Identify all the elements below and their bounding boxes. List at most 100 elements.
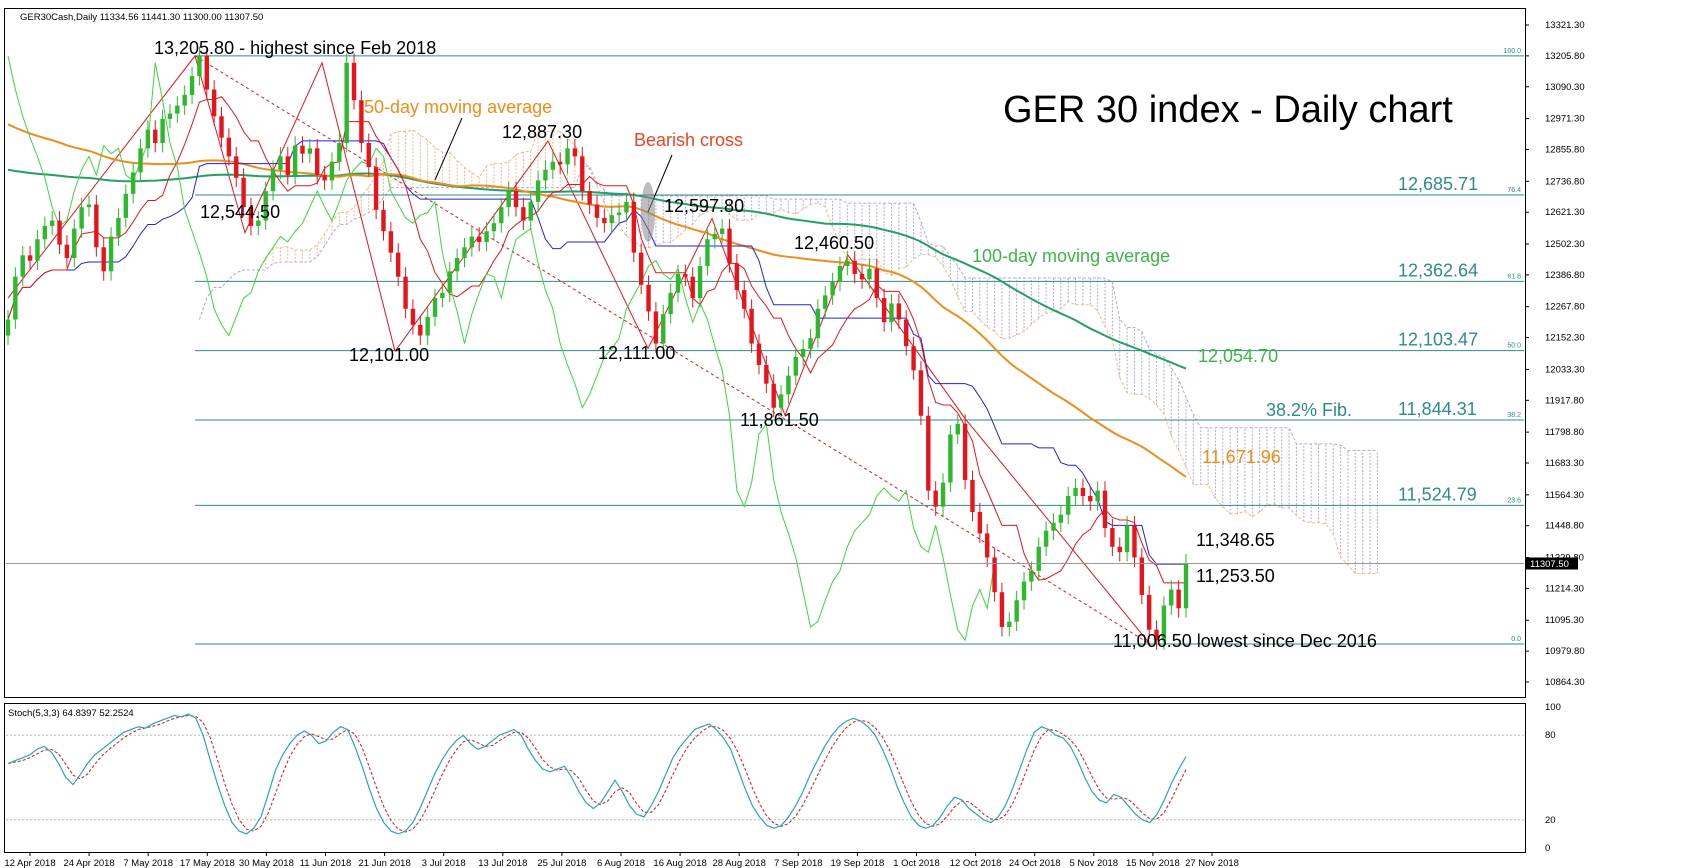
candle-body [778,394,784,408]
candle-body [734,263,740,291]
candle-body [926,415,931,491]
candle-body [454,257,460,272]
ma100-line [7,168,1187,370]
fib-level-pct: 38.2 [1507,412,1521,419]
date-tick-label: 13 Jul 2018 [478,858,527,868]
annotation-ma50: 50-day moving average [364,97,552,117]
price-tick-label: 11564.30 [1545,490,1584,501]
candle-body [756,343,762,365]
candle-body [234,156,239,178]
candle-body [1132,525,1137,558]
candle-body [211,89,217,117]
ma50-pointer [434,117,463,181]
candle-body [373,167,379,210]
candle-body [138,148,143,173]
ma50-line [7,123,1187,478]
stoch-axis-label: 80 [1545,730,1556,741]
candle-body [94,204,99,248]
candle-body [697,266,703,299]
annotation-12544: 12,544.50 [200,202,280,222]
candle-body [469,236,475,248]
candle-body [1066,495,1071,515]
candle-body [204,55,209,90]
price-tick-label: 12386.80 [1545,270,1585,281]
price-tick-label: 10864.30 [1545,677,1585,688]
candle-body [543,169,548,181]
candle-body [933,490,938,507]
tenkan-line [7,96,1186,584]
candle-body [189,76,195,95]
candle-body [1169,589,1174,606]
candle-body [175,105,180,114]
price-tick-label: 11683.30 [1545,458,1584,469]
fib-level-pct: 100.0 [1503,48,1521,55]
annotation-high: 13,205.80 - highest since Feb 2018 [154,38,436,58]
zigzag-line-early [7,54,396,352]
candle-body [116,217,121,237]
candle-body [852,260,857,275]
candle-body [653,311,659,344]
candle-body [962,423,968,480]
annotations: 13,205.80 - highest since Feb 2018 50-da… [154,38,1377,651]
candle-body [108,236,114,272]
candle-body [742,290,747,309]
candle-body [300,145,305,154]
candle-body [1029,570,1034,582]
candle-body [881,298,887,323]
date-tick-label: 1 Oct 2018 [893,858,939,868]
candle-body [823,295,828,309]
candle-body [477,236,482,242]
candle-body [1014,600,1019,622]
fib-level-pct: 50.0 [1507,343,1521,350]
candle-body [859,274,865,280]
date-tick-label: 21 Jun 2018 [358,858,410,868]
stoch-info: Stoch(5,3,3) 64.8397 52.2524 [8,708,134,719]
annotation-12887: 12,887.30 [502,122,582,142]
candle-body [381,209,386,232]
stochastic-oscillator: 100 80 20 0 [6,702,1561,854]
price-tick-label: 12502.30 [1545,239,1585,250]
candle-body [49,220,55,226]
candle-body [1021,581,1027,601]
candle-body [1043,530,1049,547]
candle-body [1102,490,1108,529]
axes: 13321.30 13205.80 13090.30 12971.30 12855.80… [4,20,1584,868]
date-tick-label: 11 Jun 2018 [300,858,352,868]
candle-body [410,308,416,325]
candle-body [322,175,327,181]
candle-body [499,207,504,224]
candle-body [712,233,717,240]
candle-body [1051,522,1056,531]
zigzag-line [394,140,1151,645]
stoch-signal-line [7,714,1187,833]
main-panel-frame [4,8,1526,698]
date-tick-label: 24 Oct 2018 [1009,858,1061,868]
annotation-11861: 11,861.50 [740,410,819,430]
stoch-main-line [7,713,1187,835]
candle-body [292,145,298,176]
annotation-fib382: 38.2% Fib. [1266,400,1352,420]
candle-body [226,137,232,157]
candle-body [528,201,533,221]
candle-body [491,223,497,232]
candle-body [631,201,637,253]
candle-body [1139,557,1145,595]
price-tick-label: 12152.30 [1545,333,1585,344]
candle-body [27,255,33,261]
annotation-12460: 12,460.50 [794,233,874,253]
candle-body [79,207,84,229]
candle-body [594,204,600,218]
current-price-label: 11307.50 [1530,559,1569,570]
price-tick-label: 12033.30 [1545,364,1585,375]
candle-body [638,252,644,285]
candle-body [270,169,276,192]
date-tick-label: 16 Aug 2018 [653,858,706,868]
candle-body [366,143,371,168]
candle-body [307,148,313,154]
candle-body [749,308,754,344]
candle-body [1183,563,1189,609]
candle-body [896,303,902,320]
candle-body [955,423,960,435]
price-tick-label: 12736.80 [1545,176,1585,187]
indicator-lines [7,55,1187,642]
